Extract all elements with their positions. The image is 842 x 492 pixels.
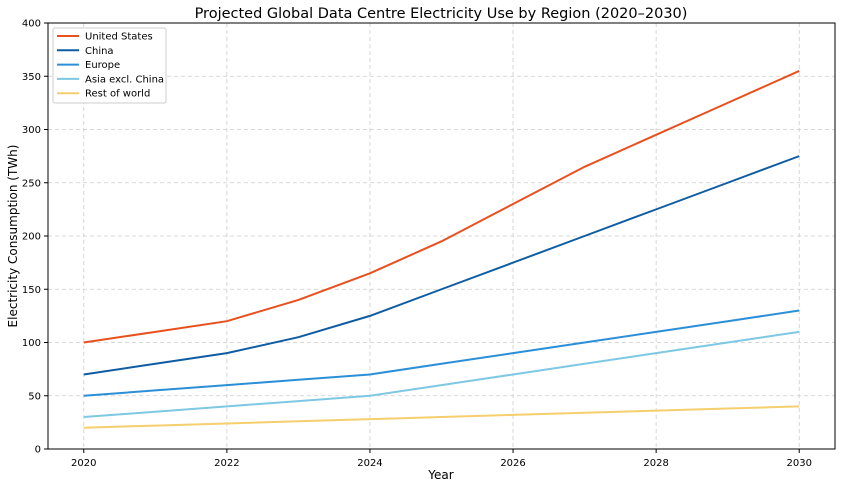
legend-label: Europe	[85, 60, 120, 71]
legend: United States China Europe Asia excl. China…	[52, 27, 167, 104]
x-axis-label: Year	[427, 468, 453, 482]
y-tick-label: 250	[22, 178, 41, 189]
series-line	[83, 155, 800, 376]
y-tick-label: 300	[22, 125, 41, 136]
chart-title: Projected Global Data Centre Electricity…	[195, 6, 688, 22]
series-line	[83, 70, 800, 344]
series-line	[83, 330, 800, 419]
x-tick-label: 2020	[71, 458, 96, 469]
legend-label: China	[85, 46, 114, 57]
y-axis-label: Electricity Consumption (TWh)	[6, 145, 20, 328]
series-line	[83, 309, 800, 397]
y-tick-label: 400	[22, 19, 41, 30]
y-tick-label: 350	[22, 72, 41, 83]
x-tick-label: 2024	[357, 458, 382, 469]
x-tick-label: 2028	[643, 458, 668, 469]
legend-label: United States	[85, 32, 153, 43]
y-tick-label: 200	[22, 232, 41, 243]
series-line	[83, 405, 800, 429]
y-tick-label: 150	[22, 285, 41, 296]
legend-label: Asia excl. China	[85, 74, 164, 85]
legend-box	[52, 27, 167, 104]
y-tick-label: 0	[35, 445, 41, 456]
y-tick-label: 100	[22, 338, 41, 349]
x-tick-label: 2026	[500, 458, 525, 469]
x-tick-label: 2022	[214, 458, 239, 469]
y-tick-label: 50	[28, 391, 41, 402]
x-tick-label: 2030	[787, 458, 812, 469]
legend-label: Rest of world	[85, 89, 150, 100]
